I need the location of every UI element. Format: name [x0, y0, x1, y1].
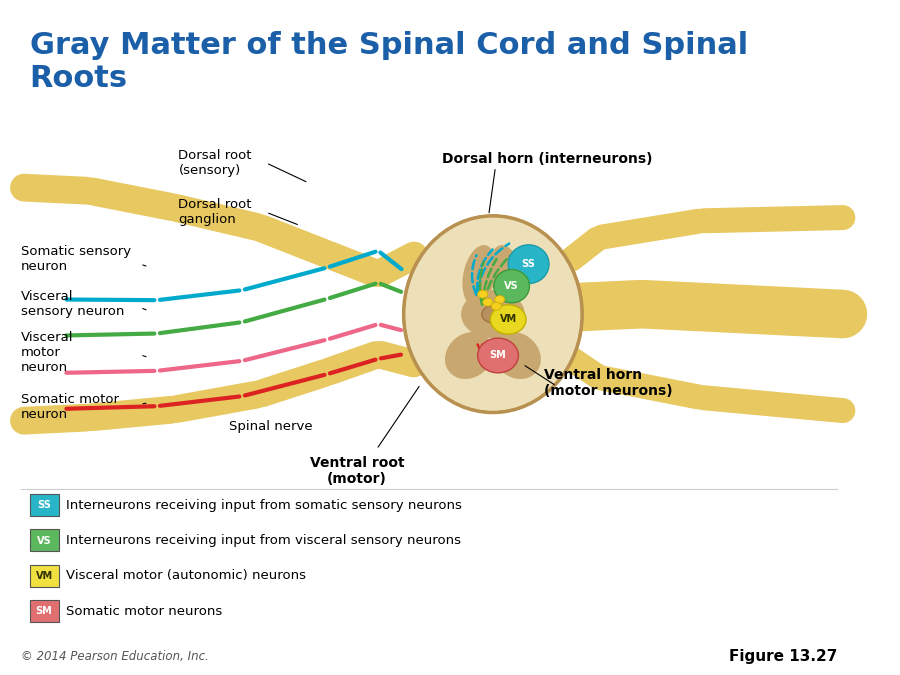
- Text: VS: VS: [504, 281, 519, 291]
- Text: SM: SM: [490, 350, 507, 360]
- Text: Dorsal root
ganglion: Dorsal root ganglion: [178, 198, 252, 226]
- Circle shape: [495, 296, 505, 304]
- Ellipse shape: [491, 305, 526, 334]
- Ellipse shape: [461, 290, 525, 338]
- Text: Interneurons receiving input from somatic sensory neurons: Interneurons receiving input from somati…: [67, 499, 462, 512]
- Circle shape: [478, 290, 488, 298]
- Text: Ventral root
(motor): Ventral root (motor): [310, 456, 404, 487]
- Ellipse shape: [478, 338, 518, 373]
- Circle shape: [491, 302, 501, 311]
- Text: Spinal nerve: Spinal nerve: [230, 420, 313, 433]
- Text: Somatic motor neurons: Somatic motor neurons: [67, 605, 222, 618]
- Text: Figure 13.27: Figure 13.27: [729, 649, 837, 664]
- Text: Ventral horn
(motor neurons): Ventral horn (motor neurons): [544, 368, 672, 398]
- FancyBboxPatch shape: [30, 494, 58, 516]
- FancyBboxPatch shape: [30, 529, 58, 551]
- Ellipse shape: [463, 245, 496, 306]
- Text: Visceral
motor
neuron: Visceral motor neuron: [22, 331, 74, 375]
- Ellipse shape: [445, 332, 493, 379]
- Ellipse shape: [494, 269, 529, 303]
- Ellipse shape: [404, 216, 582, 412]
- Text: Somatic sensory
neuron: Somatic sensory neuron: [22, 245, 131, 273]
- Text: Gray Matter of the Spinal Cord and Spinal
Roots: Gray Matter of the Spinal Cord and Spina…: [30, 31, 748, 93]
- Ellipse shape: [492, 332, 541, 379]
- Circle shape: [482, 298, 493, 306]
- Text: Interneurons receiving input from visceral sensory neurons: Interneurons receiving input from viscer…: [67, 534, 461, 547]
- FancyBboxPatch shape: [30, 565, 58, 587]
- Text: Dorsal root
(sensory): Dorsal root (sensory): [178, 148, 252, 177]
- Text: Somatic motor
neuron: Somatic motor neuron: [22, 394, 119, 421]
- Text: Visceral
sensory neuron: Visceral sensory neuron: [22, 290, 124, 318]
- Text: Dorsal horn (interneurons): Dorsal horn (interneurons): [442, 152, 652, 166]
- Text: SS: SS: [522, 259, 536, 269]
- Text: © 2014 Pearson Education, Inc.: © 2014 Pearson Education, Inc.: [22, 649, 209, 663]
- Text: SS: SS: [37, 500, 51, 510]
- Text: VM: VM: [500, 315, 517, 325]
- Text: VM: VM: [36, 571, 53, 580]
- Text: VS: VS: [37, 535, 51, 545]
- Ellipse shape: [490, 245, 524, 306]
- Text: SM: SM: [36, 606, 52, 616]
- Circle shape: [482, 306, 504, 323]
- Text: Visceral motor (autonomic) neurons: Visceral motor (autonomic) neurons: [67, 569, 306, 583]
- Ellipse shape: [508, 245, 549, 284]
- FancyBboxPatch shape: [30, 600, 58, 622]
